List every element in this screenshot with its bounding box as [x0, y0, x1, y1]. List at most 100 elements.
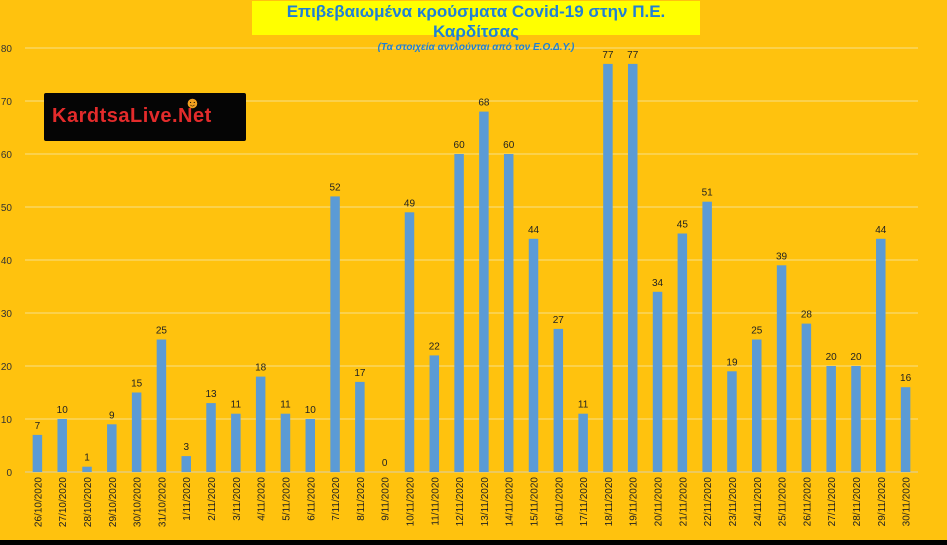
data-label: 20 — [826, 352, 838, 363]
bar — [206, 403, 216, 472]
bar — [454, 154, 464, 472]
bar — [57, 419, 67, 472]
x-tick-label: 16/11/2020 — [554, 477, 565, 527]
y-tick-label: 20 — [1, 362, 13, 373]
bar — [900, 387, 911, 472]
x-tick-label: 23/11/2020 — [728, 477, 739, 527]
data-label: 25 — [751, 326, 763, 337]
x-tick-label: 12/11/2020 — [455, 477, 466, 527]
bar — [776, 265, 787, 472]
x-tick-label: 5/11/2020 — [281, 477, 292, 521]
x-tick-label: 30/11/2020 — [902, 477, 913, 527]
y-tick-label: 70 — [1, 97, 13, 108]
x-tick-label: 13/11/2020 — [480, 477, 491, 527]
x-tick-label: 9/11/2020 — [381, 477, 392, 521]
bar — [677, 233, 688, 472]
data-label: 10 — [305, 405, 317, 416]
data-label: 52 — [330, 182, 342, 193]
bar — [603, 63, 613, 473]
x-tick-label: 10/11/2020 — [405, 477, 416, 527]
data-label: 77 — [602, 50, 614, 61]
bar — [503, 154, 514, 472]
data-label: 27 — [553, 315, 565, 326]
data-label: 19 — [726, 357, 738, 368]
y-tick-label: 40 — [1, 256, 13, 267]
bar — [355, 381, 365, 472]
chart-title-box: Επιβεβαιωμένα κρούσματα Covid-19 στην Π.… — [252, 1, 700, 53]
bar — [404, 212, 415, 473]
bar — [479, 111, 489, 472]
x-tick-label: 28/10/2020 — [83, 477, 94, 527]
x-tick-label: 3/11/2020 — [232, 477, 243, 521]
person-icon: ☻ — [184, 95, 201, 112]
x-tick-label: 1/11/2020 — [182, 477, 193, 521]
data-label: 9 — [109, 410, 115, 421]
data-label: 68 — [478, 98, 490, 109]
chart-subtitle: (Τα στοιχεία αντλούνται από τον Ε.Ο.Δ.Υ.… — [377, 42, 575, 53]
bar — [131, 392, 142, 472]
y-tick-label: 50 — [1, 203, 13, 214]
y-tick-label: 0 — [6, 468, 12, 479]
bar — [851, 366, 861, 472]
bar — [107, 424, 117, 472]
bar — [330, 196, 340, 472]
bar — [429, 355, 440, 472]
bar — [702, 201, 712, 472]
karditsalive-logo: KardtsaLive.Net ☻ — [44, 93, 246, 141]
data-label: 1 — [84, 453, 90, 464]
x-tick-label: 31/10/2020 — [157, 477, 168, 527]
x-tick-label: 14/11/2020 — [505, 477, 516, 527]
y-tick-label: 60 — [1, 150, 13, 161]
y-tick-label: 30 — [1, 309, 13, 320]
bar — [231, 413, 241, 472]
bar — [181, 456, 191, 472]
bar — [528, 238, 539, 472]
x-tick-label: 27/11/2020 — [827, 477, 838, 527]
bar — [752, 339, 762, 472]
x-tick-label: 29/11/2020 — [877, 477, 888, 527]
bar — [305, 419, 316, 472]
bar — [578, 413, 588, 472]
x-tick-label: 28/11/2020 — [852, 477, 863, 527]
data-label: 11 — [578, 400, 589, 411]
data-label: 7 — [35, 421, 41, 432]
data-label: 51 — [702, 188, 714, 199]
data-label: 44 — [528, 225, 540, 236]
bar — [255, 376, 266, 472]
y-tick-label: 10 — [1, 415, 13, 426]
x-tick-label: 4/11/2020 — [257, 477, 268, 521]
data-label: 18 — [255, 363, 267, 374]
bar — [801, 323, 812, 472]
x-tick-label: 15/11/2020 — [530, 477, 541, 527]
x-tick-label: 24/11/2020 — [753, 477, 764, 527]
data-label: 60 — [454, 140, 466, 151]
data-label: 49 — [404, 198, 416, 209]
bar — [156, 339, 167, 472]
y-tick-label: 80 — [1, 44, 13, 55]
x-tick-label: 29/10/2020 — [108, 477, 119, 527]
data-label: 25 — [156, 326, 168, 337]
data-label: 17 — [354, 368, 366, 379]
logo-text: KardtsaLive.Net — [52, 105, 212, 127]
bar — [627, 63, 638, 473]
data-label: 20 — [850, 352, 862, 363]
x-tick-label: 18/11/2020 — [604, 477, 615, 527]
data-label: 0 — [382, 458, 388, 469]
data-label: 13 — [205, 389, 217, 400]
data-label: 60 — [503, 140, 515, 151]
data-label: 15 — [131, 379, 143, 390]
bar — [280, 413, 291, 472]
x-tick-label: 7/11/2020 — [331, 477, 342, 521]
x-tick-label: 22/11/2020 — [703, 477, 714, 527]
x-tick-label: 27/10/2020 — [58, 477, 69, 527]
data-label: 11 — [280, 400, 291, 411]
bar — [32, 434, 43, 472]
x-tick-label: 2/11/2020 — [207, 477, 218, 521]
data-label: 44 — [875, 225, 887, 236]
data-label: 39 — [776, 251, 788, 262]
x-tick-label: 8/11/2020 — [356, 477, 367, 521]
x-tick-label: 17/11/2020 — [579, 477, 590, 527]
data-label: 45 — [677, 220, 689, 231]
data-label: 22 — [429, 341, 441, 352]
